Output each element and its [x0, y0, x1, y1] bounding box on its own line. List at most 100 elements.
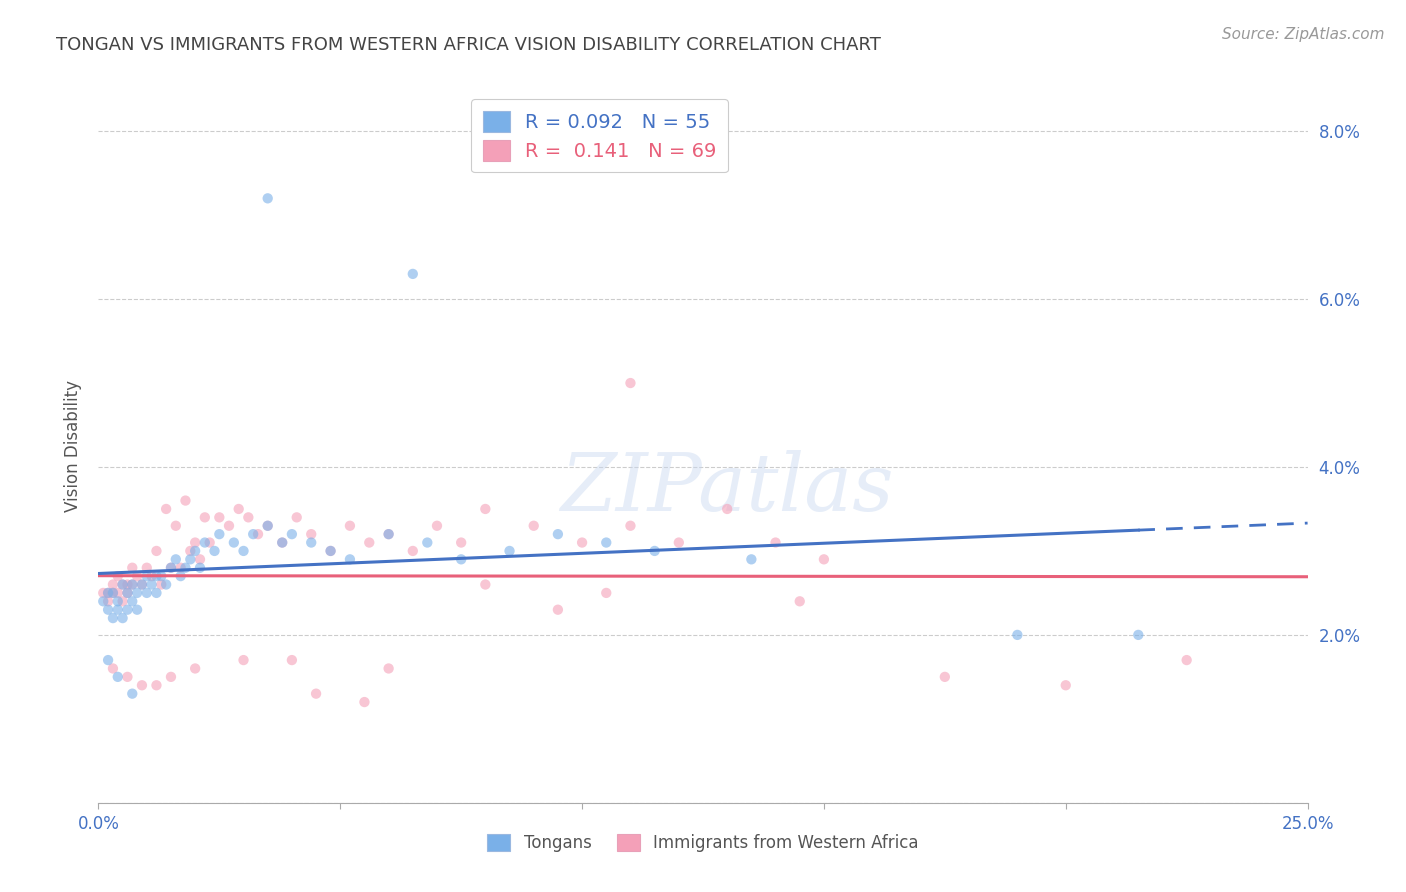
Point — [595, 535, 617, 549]
Point — [188, 552, 211, 566]
Point — [319, 544, 342, 558]
Point — [117, 586, 139, 600]
Point — [101, 586, 124, 600]
Point — [934, 670, 956, 684]
Point — [117, 670, 139, 684]
Point — [232, 653, 254, 667]
Point — [450, 552, 472, 566]
Point — [91, 586, 114, 600]
Point — [305, 687, 328, 701]
Point — [145, 569, 167, 583]
Point — [101, 661, 124, 675]
Point — [765, 535, 787, 549]
Point — [145, 678, 167, 692]
Point — [107, 594, 129, 608]
Point — [121, 687, 143, 701]
Point — [155, 577, 177, 591]
Point — [150, 569, 173, 583]
Point — [208, 527, 231, 541]
Point — [668, 535, 690, 549]
Point — [91, 594, 114, 608]
Point — [184, 661, 207, 675]
Point — [285, 510, 308, 524]
Point — [813, 552, 835, 566]
Point — [474, 502, 496, 516]
Point — [184, 544, 207, 558]
Point — [111, 611, 134, 625]
Point — [218, 518, 240, 533]
Point — [402, 544, 425, 558]
Point — [121, 560, 143, 574]
Point — [232, 544, 254, 558]
Point — [377, 661, 399, 675]
Point — [256, 518, 278, 533]
Point — [127, 603, 149, 617]
Point — [416, 535, 439, 549]
Text: ZIPatlas: ZIPatlas — [561, 450, 894, 527]
Point — [595, 586, 617, 600]
Point — [121, 577, 143, 591]
Point — [547, 527, 569, 541]
Point — [716, 502, 738, 516]
Point — [339, 552, 361, 566]
Point — [97, 594, 120, 608]
Point — [107, 569, 129, 583]
Point — [165, 552, 187, 566]
Point — [339, 518, 361, 533]
Point — [271, 535, 294, 549]
Point — [498, 544, 520, 558]
Point — [228, 502, 250, 516]
Point — [121, 594, 143, 608]
Point — [97, 653, 120, 667]
Point — [131, 577, 153, 591]
Point — [740, 552, 762, 566]
Point — [402, 267, 425, 281]
Text: TONGAN VS IMMIGRANTS FROM WESTERN AFRICA VISION DISABILITY CORRELATION CHART: TONGAN VS IMMIGRANTS FROM WESTERN AFRICA… — [56, 36, 882, 54]
Point — [377, 527, 399, 541]
Point — [179, 552, 201, 566]
Point — [242, 527, 264, 541]
Point — [474, 577, 496, 591]
Point — [198, 535, 221, 549]
Point — [165, 518, 187, 533]
Point — [174, 493, 197, 508]
Point — [97, 586, 120, 600]
Point — [247, 527, 270, 541]
Point — [222, 535, 245, 549]
Point — [281, 527, 304, 541]
Point — [450, 535, 472, 549]
Point — [523, 518, 546, 533]
Point — [101, 577, 124, 591]
Point — [160, 560, 183, 574]
Point — [256, 518, 278, 533]
Point — [644, 544, 666, 558]
Point — [101, 586, 124, 600]
Point — [107, 603, 129, 617]
Point — [1175, 653, 1198, 667]
Point — [619, 376, 641, 390]
Point — [127, 586, 149, 600]
Point — [271, 535, 294, 549]
Point — [117, 603, 139, 617]
Point — [111, 577, 134, 591]
Point — [135, 586, 157, 600]
Point — [204, 544, 226, 558]
Point — [145, 586, 167, 600]
Point — [135, 569, 157, 583]
Point — [184, 535, 207, 549]
Point — [238, 510, 260, 524]
Point — [319, 544, 342, 558]
Text: Source: ZipAtlas.com: Source: ZipAtlas.com — [1222, 27, 1385, 42]
Point — [160, 560, 183, 574]
Point — [117, 586, 139, 600]
Point — [101, 611, 124, 625]
Point — [281, 653, 304, 667]
Point — [299, 527, 322, 541]
Point — [377, 527, 399, 541]
Point — [426, 518, 449, 533]
Point — [111, 577, 134, 591]
Point — [160, 670, 183, 684]
Point — [141, 577, 163, 591]
Point — [1128, 628, 1150, 642]
Point — [299, 535, 322, 549]
